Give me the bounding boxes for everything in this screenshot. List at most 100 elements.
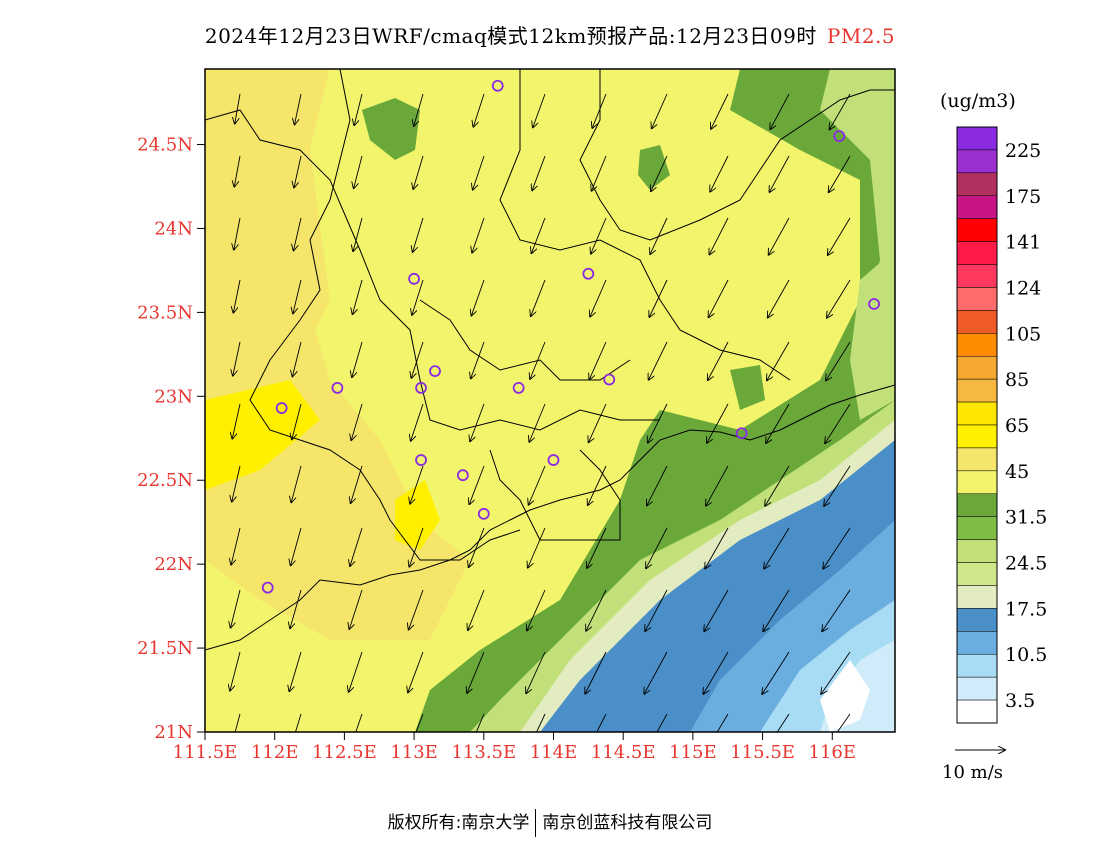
- legend-swatch: [956, 195, 998, 219]
- station-marker: [261, 581, 274, 594]
- legend-label: 65: [1005, 415, 1029, 437]
- wind-arrow: [646, 527, 668, 568]
- station-marker: [582, 267, 595, 280]
- lat-tick-label: 23.5N: [137, 302, 193, 323]
- legend-swatch: [956, 241, 998, 265]
- legend-swatch: [956, 676, 998, 701]
- legend-label: 17.5: [1005, 598, 1047, 620]
- legend-label: 24.5: [1005, 553, 1047, 575]
- wind-arrow: [770, 93, 790, 129]
- wind-arrow: [411, 341, 424, 378]
- sea-white: [820, 660, 870, 732]
- wind-arrow: [716, 713, 729, 732]
- wind-arrow: [766, 403, 790, 443]
- station-marker: [512, 382, 525, 394]
- wind-arrow: [530, 341, 546, 379]
- wind-arrow: [472, 217, 485, 253]
- lon-tick-label: 115E: [669, 742, 717, 763]
- wind-arrow: [647, 465, 668, 505]
- north-green-patch-2: [638, 145, 670, 190]
- wind-arrow: [349, 651, 363, 692]
- station-marker: [547, 454, 560, 466]
- wind-arrow: [585, 651, 607, 694]
- longitude-axis: 111.5E 112E 112.5E 113E 113.5E 114E 114.5E 115E…: [173, 732, 856, 763]
- station-marker: [868, 298, 880, 310]
- wind-arrow: [231, 589, 241, 628]
- wind-arrow: [349, 589, 363, 629]
- wind-arrow: [413, 155, 424, 189]
- wind-arrow: [762, 651, 790, 694]
- legend-swatch: [956, 401, 998, 426]
- wind-arrow: [533, 93, 546, 127]
- wind-arrow: [592, 155, 607, 191]
- wind-arrow: [234, 217, 241, 250]
- wind-arrow: [233, 279, 241, 313]
- wind-arrow: [596, 713, 607, 732]
- wind-arrow: [706, 465, 729, 506]
- legend-swatch: [956, 539, 998, 563]
- wind-arrow: [589, 341, 607, 379]
- wind-arrow: [763, 589, 790, 631]
- legend-swatch: [956, 631, 998, 655]
- wind-arrow: [232, 465, 241, 502]
- wind-arrow: [470, 403, 485, 441]
- footer: 版权所有:南京大学 南京创蓝科技有限公司: [0, 808, 1100, 837]
- wind-arrow: [587, 527, 607, 568]
- wind-arrow: [475, 713, 485, 732]
- wind-arrow: [468, 589, 485, 630]
- wind-arrow: [473, 155, 485, 190]
- wind-arrow: [412, 279, 424, 315]
- legend-swatch: [956, 264, 998, 288]
- wind-arrow: [826, 341, 851, 381]
- footer-company: 南京创蓝科技有限公司: [542, 813, 713, 833]
- wind-arrow: [765, 465, 790, 506]
- wind-arrow: [234, 155, 241, 187]
- legend-swatch: [956, 699, 998, 724]
- lon-tick-label: 114E: [530, 742, 578, 763]
- boundary-4: [579, 69, 895, 241]
- east-light-green: [850, 250, 895, 420]
- wind-arrow: [526, 651, 546, 693]
- wind-arrow: [705, 527, 729, 568]
- legend-label: 105: [1005, 323, 1041, 345]
- wind-arrow: [289, 651, 302, 691]
- legend-swatch: [956, 218, 998, 242]
- legend-swatch: [956, 424, 998, 449]
- lat-tick-label: 21N: [154, 722, 193, 743]
- wind-arrow: [822, 589, 851, 631]
- central-yellow-band: [205, 280, 470, 640]
- wind-vectors: [229, 93, 851, 732]
- wind-arrow: [711, 93, 729, 129]
- legend-label: 141: [1005, 232, 1041, 254]
- wind-arrow: [295, 713, 302, 732]
- wind-arrow: [536, 713, 546, 732]
- legend-swatch: [956, 516, 998, 540]
- wind-arrow: [409, 527, 424, 567]
- wind-arrow: [410, 465, 424, 504]
- wind-arrow: [350, 527, 363, 566]
- legend-frame: [956, 126, 998, 724]
- boundary-6: [489, 449, 621, 541]
- wind-arrow: [591, 217, 607, 254]
- legend-swatch: [956, 333, 998, 357]
- lon-tick-label: 112E: [251, 742, 299, 763]
- wind-arrow: [827, 279, 851, 318]
- wind-arrow: [235, 93, 241, 124]
- station-marker: [415, 454, 427, 466]
- wind-arrow: [354, 93, 363, 125]
- east-green-patch: [730, 365, 765, 410]
- legend-swatch: [956, 562, 998, 586]
- lat-tick-label: 22.5N: [137, 470, 193, 491]
- wind-arrow: [355, 713, 363, 732]
- station-marker: [477, 507, 490, 520]
- concentration-field: [205, 69, 895, 732]
- wind-arrow: [710, 155, 729, 192]
- wind-arrow: [829, 155, 851, 192]
- lat-tick-label: 23N: [154, 386, 193, 407]
- wind-arrow: [234, 713, 241, 732]
- wind-arrow: [704, 589, 729, 631]
- wind-arrow: [709, 279, 729, 317]
- pollutant-label: PM2.5: [826, 24, 896, 48]
- legend-swatch: [956, 608, 998, 632]
- legend-swatch: [956, 355, 998, 380]
